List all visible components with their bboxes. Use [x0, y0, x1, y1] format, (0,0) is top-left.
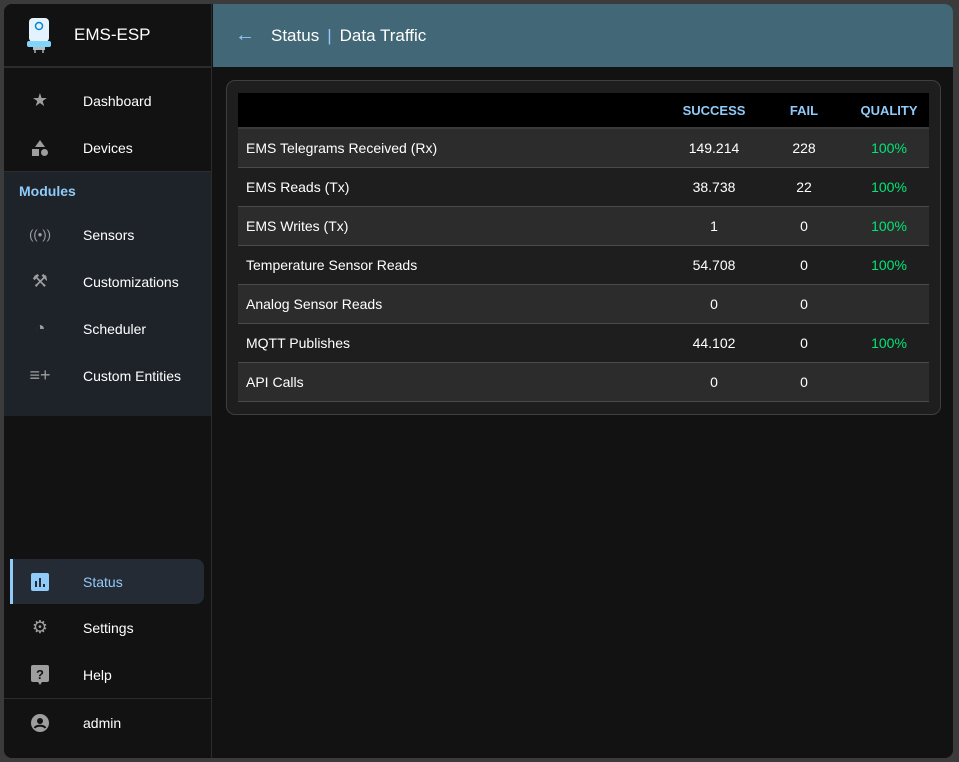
- table-row: EMS Writes (Tx) 1 0 100%: [238, 206, 929, 246]
- cell-success: 149.214: [669, 128, 759, 168]
- cell-quality: 100%: [849, 167, 929, 207]
- tools-icon: ⚒: [31, 271, 49, 291]
- cell-name: EMS Reads (Tx): [238, 167, 669, 207]
- app-title: EMS-ESP: [74, 25, 151, 44]
- star-icon: ★: [31, 90, 49, 110]
- sidebar-item-label: Custom Entities: [83, 367, 182, 384]
- sidebar-item-sensors[interactable]: ((•)) Sensors: [4, 211, 211, 258]
- arrow-left-icon[interactable]: ←: [235, 24, 255, 46]
- clock-plus-icon: ◔: [34, 318, 46, 338]
- cell-name: EMS Telegrams Received (Rx): [238, 128, 669, 168]
- column-header-success: SUCCESS: [669, 93, 759, 129]
- cell-fail: 0: [759, 206, 849, 246]
- gear-icon: ⚙: [31, 617, 49, 637]
- modules-section: Modules ((•)) Sensors ⚒ Customizations ◔ Sc…: [4, 171, 211, 416]
- column-header-name: [238, 93, 669, 129]
- app-window: EMS-ESP ★ Dashboard Devices Modules ((•))…: [4, 4, 953, 758]
- column-header-quality: QUALITY: [849, 93, 929, 129]
- table-header: SUCCESS FAIL QUALITY: [238, 93, 929, 129]
- sidebar-item-label: Customizations: [83, 273, 179, 290]
- sidebar-item-label: Status: [83, 573, 123, 590]
- cell-fail: 0: [759, 284, 849, 324]
- cell-fail: 0: [759, 323, 849, 363]
- page-title: Data Traffic: [339, 25, 427, 45]
- sidebar-item-label: admin: [83, 715, 122, 731]
- table-row: MQTT Publishes 44.102 0 100%: [238, 323, 929, 363]
- modules-heading: Modules: [19, 183, 76, 199]
- cell-name: API Calls: [238, 362, 669, 402]
- data-traffic-table: SUCCESS FAIL QUALITY EMS Telegrams Recei…: [238, 93, 929, 402]
- sidebar-item-status[interactable]: Status: [10, 559, 204, 604]
- cell-success: 38.738: [669, 167, 759, 207]
- table-row: EMS Telegrams Received (Rx) 149.214 228 100…: [238, 128, 929, 168]
- cell-fail: 0: [759, 362, 849, 402]
- sidebar-item-label: Help: [83, 666, 112, 683]
- table-row: Analog Sensor Reads 0 0: [238, 284, 929, 324]
- divider: [4, 698, 212, 699]
- sidebar-item-help[interactable]: ? Help: [4, 651, 212, 698]
- sidebar-item-label: Dashboard: [83, 92, 152, 109]
- column-header-fail: FAIL: [759, 93, 849, 129]
- cell-quality: 100%: [849, 245, 929, 285]
- cell-fail: 0: [759, 245, 849, 285]
- sensors-icon: ((•)): [29, 227, 51, 242]
- ems-esp-logo: [26, 17, 52, 53]
- cell-quality: [849, 284, 929, 324]
- breadcrumb-separator: |: [327, 25, 332, 45]
- table-row: Temperature Sensor Reads 54.708 0 100%: [238, 245, 929, 285]
- cell-success: 44.102: [669, 323, 759, 363]
- sidebar-item-label: Sensors: [83, 226, 135, 243]
- sidebar-item-label: Devices: [83, 139, 133, 156]
- cell-name: MQTT Publishes: [238, 323, 669, 363]
- svg-text:?: ?: [36, 667, 44, 682]
- sidebar-item-label: Settings: [83, 619, 134, 636]
- data-traffic-card: SUCCESS FAIL QUALITY EMS Telegrams Recei…: [226, 80, 941, 415]
- cell-name: EMS Writes (Tx): [238, 206, 669, 246]
- cell-name: Temperature Sensor Reads: [238, 245, 669, 285]
- cell-success: 1: [669, 206, 759, 246]
- cell-quality: [849, 362, 929, 402]
- bar-chart-icon: [28, 572, 52, 591]
- sidebar-item-customizations[interactable]: ⚒ Customizations: [4, 258, 211, 305]
- sidebar-item-devices[interactable]: Devices: [4, 124, 211, 171]
- cell-success: 54.708: [669, 245, 759, 285]
- sidebar-item-user[interactable]: admin: [4, 699, 212, 747]
- brand: EMS-ESP: [4, 4, 211, 68]
- sidebar: EMS-ESP ★ Dashboard Devices Modules ((•))…: [4, 4, 212, 758]
- help-icon: ?: [28, 664, 52, 685]
- cell-quality: 100%: [849, 323, 929, 363]
- sidebar-item-custom-entities[interactable]: ≡+ Custom Entities: [4, 352, 211, 399]
- cell-success: 0: [669, 362, 759, 402]
- app-header: ← Status | Data Traffic: [213, 4, 953, 67]
- sidebar-item-scheduler[interactable]: ◔ Scheduler: [4, 305, 211, 352]
- cell-fail: 22: [759, 167, 849, 207]
- sidebar-item-dashboard[interactable]: ★ Dashboard: [4, 77, 211, 124]
- breadcrumb-section[interactable]: Status: [271, 25, 320, 45]
- table-row: EMS Reads (Tx) 38.738 22 100%: [238, 167, 929, 207]
- account-circle-icon: [28, 714, 52, 732]
- sidebar-item-label: Scheduler: [83, 320, 147, 337]
- cell-quality: 100%: [849, 128, 929, 168]
- playlist-add-icon: ≡+: [29, 365, 51, 385]
- cell-success: 0: [669, 284, 759, 324]
- cell-fail: 228: [759, 128, 849, 168]
- table-row: API Calls 0 0: [238, 362, 929, 402]
- shapes-icon: [28, 139, 52, 157]
- cell-name: Analog Sensor Reads: [238, 284, 669, 324]
- sidebar-item-settings[interactable]: ⚙ Settings: [4, 604, 212, 651]
- cell-quality: 100%: [849, 206, 929, 246]
